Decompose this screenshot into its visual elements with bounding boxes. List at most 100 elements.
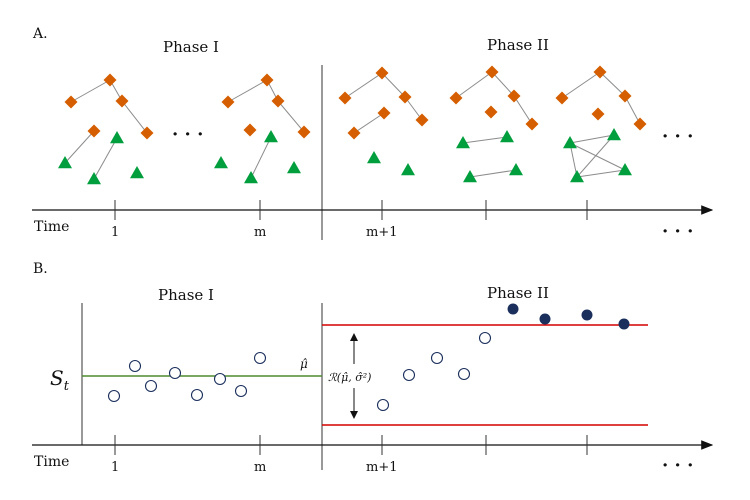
panel-b-axis-label: Time: [34, 454, 69, 470]
diamond-node: [398, 90, 412, 104]
diamond-node: [347, 126, 361, 140]
network-edge: [569, 142, 578, 178]
in-control-point: [107, 389, 121, 403]
triangle-node: [607, 128, 621, 141]
network-edge: [353, 112, 385, 134]
triangle-node: [570, 170, 584, 183]
panel-a-tick-label-m: m: [254, 225, 266, 240]
network-edge: [121, 100, 148, 134]
triangle-node: [264, 130, 278, 143]
panel-a-tick-label-m1: m+1: [366, 225, 398, 240]
panel-b-label: B.: [33, 261, 48, 277]
panel-b-y-label: St: [50, 366, 70, 394]
diamond-node: [591, 107, 605, 121]
in-control-point: [128, 359, 142, 373]
network-edge: [455, 71, 493, 99]
diamond-node: [633, 117, 647, 131]
diamond-node: [87, 124, 101, 138]
triangle-node: [563, 136, 577, 149]
in-control-point: [168, 366, 182, 380]
diamond-node: [618, 89, 632, 103]
network-edge: [70, 79, 111, 103]
network-edge: [576, 134, 615, 178]
triangle-node: [509, 163, 523, 176]
in-control-point: [253, 351, 267, 365]
out-of-control-point: [507, 303, 519, 315]
network-edge: [469, 169, 517, 178]
triangle-node: [110, 131, 124, 144]
network-edge: [491, 71, 515, 97]
network-edge: [462, 136, 508, 144]
triangle-node: [456, 136, 470, 149]
diamond-node: [115, 94, 129, 108]
network-edge: [569, 142, 626, 171]
panel-b-ellipsis-axis: · · ·: [662, 455, 693, 476]
triangle-node: [463, 170, 477, 183]
diamond-node: [338, 91, 352, 105]
diamond-node: [484, 105, 498, 119]
out-of-control-point: [581, 309, 593, 321]
network-edge: [569, 134, 615, 144]
diamond-node: [271, 94, 285, 108]
network-edge: [227, 79, 268, 103]
diamond-node: [103, 73, 117, 87]
diamond-node: [375, 66, 389, 80]
in-control-point: [144, 379, 158, 393]
diamond-node: [260, 73, 274, 87]
in-control-point: [376, 398, 390, 412]
diamond-node: [221, 95, 235, 109]
panel-a-ellipsis-axis: · · ·: [662, 221, 693, 242]
panel-a-phase2-title: Phase II: [487, 36, 549, 54]
panel-a-phase1-title: Phase I: [163, 38, 219, 56]
network-edge: [561, 71, 601, 99]
in-control-point: [234, 384, 248, 398]
in-control-point: [430, 351, 444, 365]
panel-b-phase2-title: Phase II: [487, 284, 549, 302]
network-snapshots: [58, 65, 647, 185]
triangle-node: [287, 161, 301, 174]
diamond-node: [449, 91, 463, 105]
triangle-node: [130, 166, 144, 179]
diamond-node: [507, 89, 521, 103]
diamond-node: [555, 91, 569, 105]
diamond-node: [297, 125, 311, 139]
statistic-points: [107, 303, 630, 412]
diamond-node: [593, 65, 607, 79]
network-edge: [404, 96, 423, 121]
network-edge: [576, 169, 626, 178]
in-control-point: [213, 372, 227, 386]
network-edge: [344, 72, 383, 99]
in-control-point: [478, 331, 492, 345]
triangle-node: [244, 171, 258, 184]
diamond-node: [243, 123, 257, 137]
panel-a-axis-label: Time: [34, 219, 69, 235]
network-edge: [624, 95, 641, 125]
panel-a-tick-label-1: 1: [111, 225, 119, 240]
diamond-node: [140, 126, 154, 140]
diamond-node: [485, 65, 499, 79]
panel-b: B. Phase I Phase II St Time 1 m m+1 · · …: [32, 261, 714, 476]
panel-b-phase1-title: Phase I: [158, 286, 214, 304]
in-control-point: [190, 388, 204, 402]
panel-a: A. Phase I Phase II Time 1 m m+1 · · · ·…: [32, 26, 714, 242]
diamond-node: [64, 95, 78, 109]
panel-a-ellipsis-right: · · ·: [662, 126, 693, 147]
region-label: ℛ(μ̂, σ̂²): [328, 371, 371, 384]
out-of-control-point: [539, 313, 551, 325]
network-edge: [250, 136, 272, 179]
network-edge: [277, 100, 305, 133]
network-edge: [64, 130, 95, 164]
triangle-node: [58, 156, 72, 169]
triangle-node: [214, 156, 228, 169]
network-edge: [599, 71, 626, 97]
mean-label: μ̂: [300, 357, 308, 371]
triangle-node: [500, 130, 514, 143]
in-control-point: [402, 368, 416, 382]
triangle-node: [401, 163, 415, 176]
panel-a-ellipsis-mid: · · ·: [172, 124, 203, 145]
in-control-point: [457, 367, 471, 381]
panel-b-tick-label-m1: m+1: [366, 460, 398, 475]
triangle-node: [367, 151, 381, 164]
network-edge: [513, 95, 533, 125]
